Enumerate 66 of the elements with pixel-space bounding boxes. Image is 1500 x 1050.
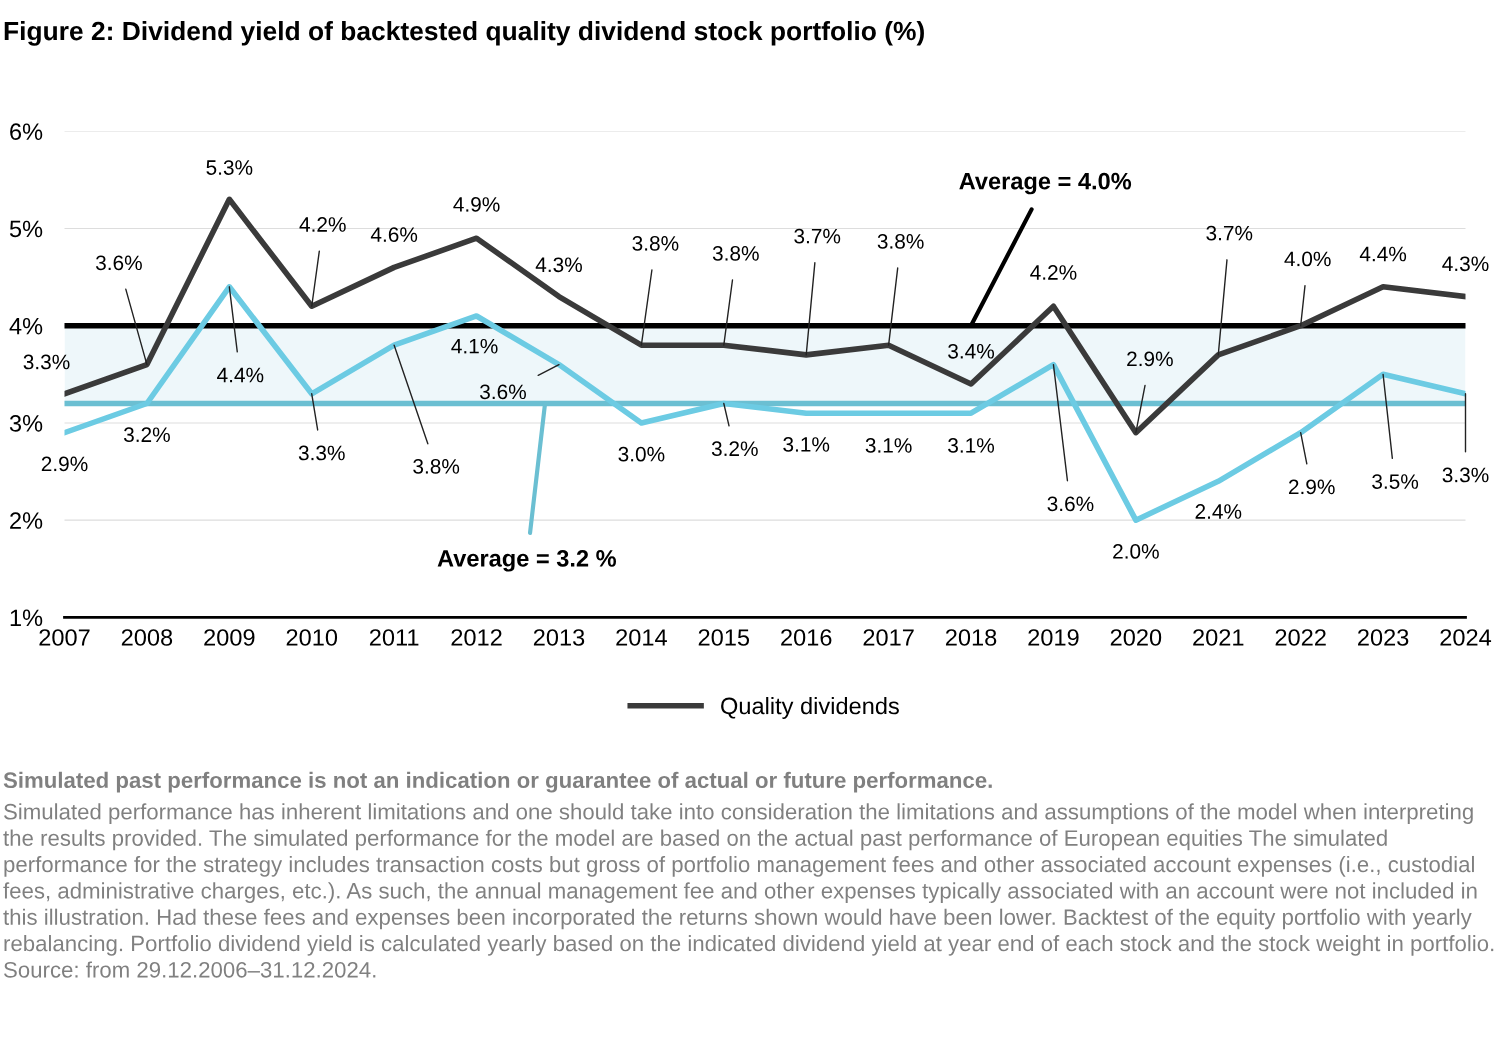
x-tick-label: 2022 xyxy=(1275,629,1326,646)
chart-title: Figure 2: Dividend yield of backtested quality dividend stock portfolio (%) xyxy=(4,21,924,46)
data-label: 4.2% xyxy=(1030,265,1077,280)
data-label: 4.1% xyxy=(451,338,498,354)
x-tick-label: 2020 xyxy=(1110,629,1162,646)
data-label: 5.3% xyxy=(206,160,253,175)
data-label: 3.1% xyxy=(783,437,830,452)
x-tick-label: 2009 xyxy=(204,629,255,646)
x-tick-label: 2011 xyxy=(369,629,419,646)
data-label: 2.9% xyxy=(1127,351,1173,367)
x-tick-label: 2019 xyxy=(1028,629,1079,646)
data-label: 3.7% xyxy=(794,228,841,244)
data-label: 3.6% xyxy=(480,384,526,400)
data-label: 3.8% xyxy=(877,234,924,249)
data-label: 2.0% xyxy=(1113,544,1159,559)
data-label: 4.3% xyxy=(1442,256,1489,272)
data-label: 3.8% xyxy=(712,246,759,261)
x-tick-label: 2021 xyxy=(1193,629,1244,646)
x-tick-label: 2014 xyxy=(616,629,667,646)
data-label: 3.0% xyxy=(618,446,665,462)
x-tick-label: 2013 xyxy=(533,629,585,646)
data-label: 3.3% xyxy=(1442,467,1489,483)
data-label: 2.4% xyxy=(1195,504,1242,519)
y-tick-label: 4% xyxy=(9,317,43,335)
x-tick-label: 2023 xyxy=(1358,629,1409,646)
x-tick-label: 2010 xyxy=(286,629,338,646)
data-label: 3.6% xyxy=(1047,496,1094,512)
data-label: 2.9% xyxy=(1288,479,1335,495)
data-label: 4.9% xyxy=(453,197,500,212)
data-label: 3.2% xyxy=(711,441,758,457)
x-tick-label: 2015 xyxy=(698,629,750,646)
x-tick-label: 2016 xyxy=(781,629,832,646)
data-label: 4.2% xyxy=(299,217,346,232)
data-label: 3.1% xyxy=(865,438,912,453)
data-label: 3.3% xyxy=(23,354,70,370)
x-tick-label: 2024 xyxy=(1440,629,1492,646)
data-label: 3.8% xyxy=(413,459,460,474)
x-tick-label: 2012 xyxy=(451,629,502,646)
legend-label: Quality dividends xyxy=(721,696,899,719)
text: Simulated performance has inherent limitations and one should take into consideration the limitations and assumptions of the model when interpreting the results provided. The simulated performance for the model are based on the actual past performance of European equities The simulated performance for the strategy includes transaction costs but gross of portfolio management fees and other associated account expenses (i.e., custodial fees, administrative charges, etc.). As such, the annual management fee and other expenses typically associated with an account were not included in this illustration. Had these fees and expenses been incorporated the returns shown would have been lower. Backtest of the equity portfolio with yearly rebalancing. Portfolio dividend yield is calculated yearly based on the indicated dividend yield at year end of each stock and the stock weight in portfolio. Source: from 29.12.2006–31.12.2024. xyxy=(3,803,1494,978)
x-tick-label: 2007 xyxy=(39,629,90,646)
data-label: 2.9% xyxy=(41,456,88,472)
x-tick-label: 2017 xyxy=(863,629,914,646)
data-label: 3.8% xyxy=(632,236,679,251)
y-tick-label: 1% xyxy=(10,609,43,627)
y-tick-label: 6% xyxy=(10,123,43,141)
y-tick-label: 3% xyxy=(9,415,43,432)
ref-line-label: Average = 4.0% xyxy=(959,172,1132,195)
data-label: 3.2% xyxy=(123,427,170,443)
y-tick-label: 2% xyxy=(10,512,43,529)
data-label: 3.4% xyxy=(948,343,995,359)
data-label: 3.1% xyxy=(948,438,995,453)
text: Simulated past performance is not an indication or guarantee of actual or future performance. xyxy=(3,771,992,793)
data-label: 4.4% xyxy=(217,367,264,383)
data-label: 3.5% xyxy=(1372,474,1419,489)
data-label: 3.3% xyxy=(298,445,345,461)
data-label: 4.4% xyxy=(1359,246,1407,262)
y-tick-label: 5% xyxy=(9,220,43,238)
x-tick-label: 2018 xyxy=(945,629,997,646)
data-label: 4.3% xyxy=(535,257,582,273)
data-label: 4.0% xyxy=(1284,251,1331,267)
x-tick-label: 2008 xyxy=(121,629,173,646)
ref-line-label: Average = 3.2 % xyxy=(437,550,616,572)
data-label: 3.6% xyxy=(95,255,142,271)
data-label: 3.7% xyxy=(1206,225,1253,241)
data-label: 4.6% xyxy=(370,227,418,242)
